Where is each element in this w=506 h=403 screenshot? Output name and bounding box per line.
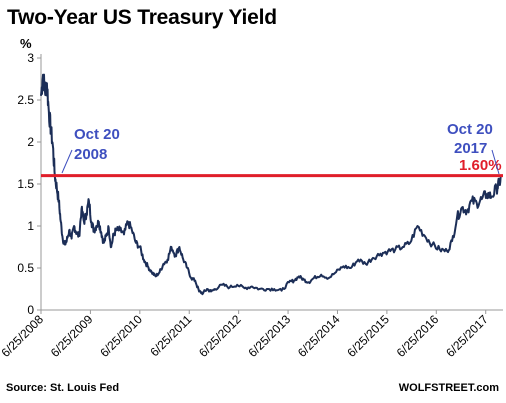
y-axis-unit-label: % [20, 36, 32, 51]
chart-title: Two-Year US Treasury Yield [7, 6, 277, 29]
annotation-oct20-2017-line1: Oct 20 [447, 121, 493, 138]
y-tick-label: 3 [27, 51, 34, 65]
annotation-2008-leader [61, 149, 73, 174]
x-tick-label: 6/25/2017 [443, 312, 491, 360]
x-tick-label: 6/25/2011 [147, 312, 194, 359]
annotation-2017-leader [491, 149, 500, 175]
annotation-oct20-2008-line2: 2008 [74, 146, 107, 163]
y-tick-label: 0.5 [17, 261, 34, 275]
x-tick-label: 6/25/2009 [48, 312, 96, 360]
y-tick-label: 1.5 [17, 177, 34, 191]
annotation-1-60-percent: 1.60% [459, 157, 502, 174]
source-note: Source: St. Louis Fed [6, 382, 120, 394]
site-credit: WOLFSTREET.com [398, 382, 499, 394]
yield-series-line [40, 73, 503, 296]
y-tick-label: 2 [27, 135, 34, 149]
x-tick-label: 6/25/2015 [344, 312, 392, 360]
x-tick-label: 6/25/2013 [246, 312, 294, 360]
x-tick-label: 6/25/2008 [0, 312, 46, 360]
x-tick-label: 6/25/2012 [196, 312, 244, 360]
y-tick-label: 1 [27, 219, 34, 233]
x-tick-label: 6/25/2010 [97, 312, 145, 360]
annotation-oct20-2017-line2: 2017 [454, 140, 487, 157]
annotation-oct20-2008-line1: Oct 20 [74, 126, 120, 143]
y-tick-label: 2.5 [17, 93, 34, 107]
x-tick-label: 6/25/2014 [295, 312, 343, 360]
y-tick-label: 0 [27, 303, 34, 317]
x-tick-label: 6/25/2016 [394, 312, 442, 360]
